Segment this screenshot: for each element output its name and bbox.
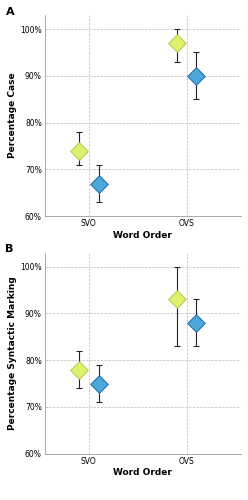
- Point: [175, 39, 179, 47]
- X-axis label: Word Order: Word Order: [113, 468, 172, 477]
- Point: [175, 296, 179, 304]
- Y-axis label: Percentage Case: Percentage Case: [8, 73, 17, 158]
- Text: B: B: [5, 244, 14, 254]
- Point: [77, 146, 81, 154]
- Point: [77, 366, 81, 374]
- Legend: Animate, Inanimate: Animate, Inanimate: [82, 264, 203, 287]
- Text: A: A: [5, 7, 14, 17]
- X-axis label: Word Order: Word Order: [113, 231, 172, 240]
- Point: [96, 180, 100, 188]
- Y-axis label: Percentage Syntactic Marking: Percentage Syntactic Marking: [8, 276, 17, 430]
- Point: [96, 380, 100, 388]
- Point: [194, 318, 198, 326]
- Point: [194, 72, 198, 80]
